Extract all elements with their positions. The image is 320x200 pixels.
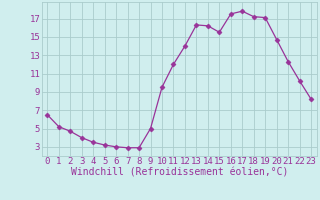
X-axis label: Windchill (Refroidissement éolien,°C): Windchill (Refroidissement éolien,°C): [70, 168, 288, 178]
